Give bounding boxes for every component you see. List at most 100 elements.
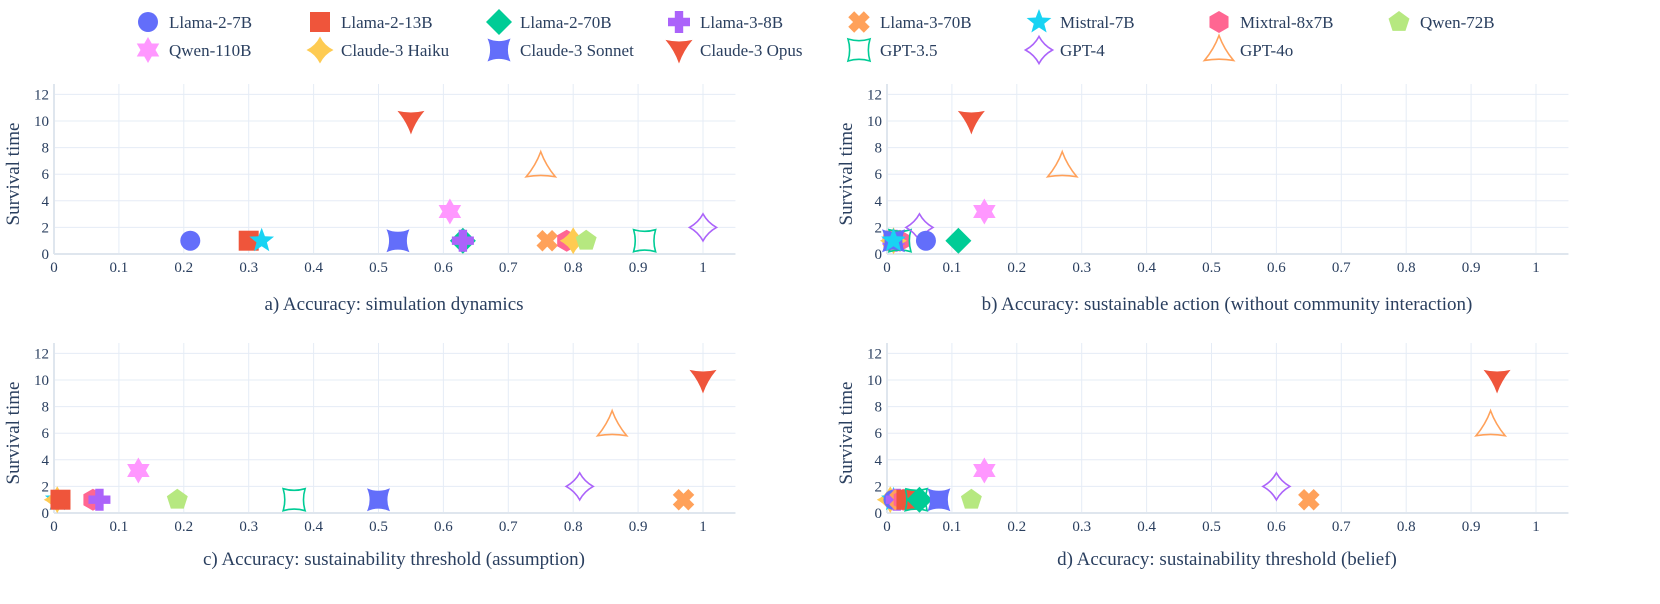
legend-item[interactable]: GPT-3.5 [846, 37, 937, 63]
legend-label: Claude-3 Opus [700, 41, 802, 60]
legend-label: Llama-3-8B [700, 13, 783, 32]
x-tick-label: 0.2 [1007, 260, 1026, 276]
x-tick-label: 0.5 [1202, 260, 1221, 276]
data-point [575, 229, 597, 250]
legend-item[interactable]: Mixtral-8x7B [1209, 11, 1334, 33]
y-tick-label: 10 [867, 373, 882, 389]
data-point [1298, 488, 1320, 511]
legend-item[interactable]: Llama-2-13B [310, 12, 433, 32]
legend-item[interactable]: GPT-4 [1023, 34, 1106, 66]
panel-title: c) Accuracy: sustainability threshold (a… [203, 549, 585, 570]
legend-marker-arrow-down [665, 39, 693, 64]
x-tick-label: 1 [699, 519, 707, 535]
data-point [1483, 369, 1511, 394]
data-point [281, 487, 307, 512]
data-point [559, 227, 587, 255]
x-tick-label: 0.8 [1397, 260, 1416, 276]
legend-label: Llama-2-70B [520, 13, 612, 32]
chart-panel-d: 0 0.1 0.2 0.3 0.4 0.5 0.6 0.7 0.8 0.9 1024681012Su… [836, 343, 1569, 570]
data-point [367, 488, 390, 512]
legend-item[interactable]: Llama-2-7B [138, 12, 252, 32]
data-point [973, 198, 996, 225]
legend-marker-star-diamond [306, 36, 334, 64]
y-tick-label: 12 [34, 346, 49, 362]
legend-item[interactable]: Claude-3 Haiku [306, 36, 450, 64]
legend-item[interactable]: Mistral-7B [1026, 9, 1135, 33]
chart-panels: 0 0.1 0.2 0.3 0.4 0.5 0.6 0.7 0.8 0.9 1024681012Su… [3, 84, 1569, 570]
data-point [687, 212, 719, 243]
legend-item[interactable]: Qwen-110B [136, 37, 252, 63]
x-tick-label: 0.5 [1202, 519, 1221, 535]
x-tick-label: 0.9 [1462, 260, 1481, 276]
x-tick-label: 0.1 [110, 519, 129, 535]
y-tick-label: 6 [875, 167, 883, 183]
legend-item[interactable]: Llama-3-70B [848, 11, 972, 33]
y-tick-label: 4 [42, 194, 50, 210]
x-tick-label: 1 [1532, 519, 1540, 535]
legend-item[interactable]: Qwen-72B [1388, 11, 1495, 32]
x-tick-label: 0.6 [434, 260, 453, 276]
x-tick-label: 0.8 [564, 519, 583, 535]
legend-item[interactable]: Claude-3 Sonnet [487, 38, 635, 62]
data-point [672, 488, 695, 511]
data-point [249, 227, 275, 252]
y-axis-label: Survival time [3, 123, 24, 226]
x-tick-label: 0.9 [629, 260, 648, 276]
x-tick-label: 0.6 [1267, 519, 1286, 535]
x-tick-label: 0.3 [239, 260, 258, 276]
data-point [397, 110, 425, 135]
legend-item[interactable]: Claude-3 Opus [665, 39, 803, 64]
data-point [957, 110, 985, 135]
data-point [180, 230, 201, 251]
x-tick-label: 0.2 [1007, 519, 1026, 535]
legend-marker-diamond [486, 9, 512, 35]
data-point [632, 228, 657, 253]
data-point [906, 486, 933, 513]
data-point [915, 230, 936, 251]
x-tick-label: 0.6 [434, 519, 453, 535]
legend-item[interactable]: Llama-2-70B [486, 9, 612, 35]
legend-item[interactable]: GPT-4o [1202, 33, 1294, 62]
x-tick-label: 0 [50, 519, 58, 535]
legend-marker-circle [138, 12, 158, 32]
data-point [166, 488, 188, 509]
legend-marker-x [848, 11, 870, 33]
y-tick-label: 8 [875, 141, 883, 157]
x-tick-label: 0.3 [239, 519, 258, 535]
legend-marker-square [310, 12, 330, 32]
x-tick-label: 0.7 [499, 260, 518, 276]
data-point [50, 489, 71, 510]
y-tick-label: 8 [42, 400, 50, 416]
y-tick-label: 0 [42, 506, 50, 522]
legend-label: Qwen-110B [169, 41, 251, 60]
legend-item[interactable]: Llama-3-8B [668, 11, 783, 33]
data-point [881, 227, 906, 252]
legend-label: GPT-4o [1240, 41, 1293, 60]
data-point [1474, 408, 1508, 437]
x-tick-label: 0.4 [1137, 519, 1156, 535]
y-tick-label: 8 [42, 141, 50, 157]
y-tick-label: 2 [875, 220, 883, 236]
legend-label: Claude-3 Haiku [341, 41, 450, 60]
data-point [238, 230, 259, 251]
y-axis-label: Survival time [836, 382, 857, 485]
x-tick-label: 0.1 [943, 519, 962, 535]
y-tick-label: 8 [875, 400, 883, 416]
data-point [564, 471, 595, 502]
x-tick-label: 1 [1532, 260, 1540, 276]
y-tick-label: 12 [867, 87, 882, 103]
data-point [1045, 149, 1079, 178]
data-point [689, 369, 717, 394]
y-tick-label: 4 [42, 453, 50, 469]
legend-marker-cross [668, 11, 690, 33]
x-tick-label: 0.7 [1332, 260, 1351, 276]
y-tick-label: 10 [34, 114, 49, 130]
chart-panel-b: 0 0.1 0.2 0.3 0.4 0.5 0.6 0.7 0.8 0.9 1024681012Su… [836, 84, 1569, 315]
y-tick-label: 4 [875, 453, 883, 469]
x-tick-label: 0.9 [1462, 519, 1481, 535]
x-tick-label: 0.7 [1332, 519, 1351, 535]
legend-label: Llama-2-7B [169, 13, 252, 32]
y-tick-label: 12 [867, 346, 882, 362]
x-tick-label: 0.2 [174, 260, 193, 276]
